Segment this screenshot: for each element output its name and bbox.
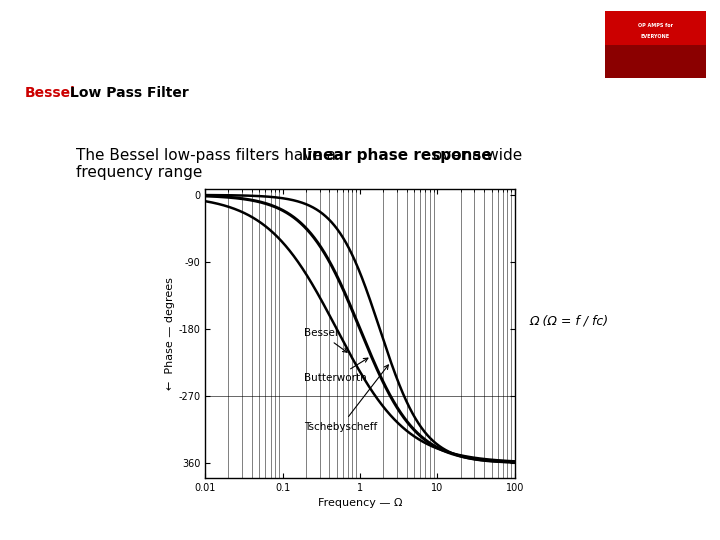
X-axis label: Frequency — Ω: Frequency — Ω [318,498,402,508]
Text: Ω (Ω = f / fc): Ω (Ω = f / fc) [529,314,608,327]
Text: Bessel: Bessel [304,328,347,352]
Text: OP AMPS for: OP AMPS for [638,23,672,28]
Text: linear phase response: linear phase response [302,148,492,163]
Y-axis label: ←  Phase — degrees: ← Phase — degrees [166,277,176,390]
Text: Butterworth: Butterworth [304,358,368,383]
Bar [605,44,706,78]
Text: The Bessel low-pass filters have a: The Bessel low-pass filters have a [76,148,341,163]
Text: Tschebyscheff: Tschebyscheff [304,365,388,431]
Text: frequency range: frequency range [76,165,202,180]
Bar [605,11,706,44]
Text: over a wide: over a wide [428,148,523,163]
Text: Active Filters: Active Filters [266,30,454,54]
Text: Low Pass Filter: Low Pass Filter [70,86,189,100]
Text: EVERYONE: EVERYONE [641,34,670,39]
Text: Bessel: Bessel [24,86,75,100]
